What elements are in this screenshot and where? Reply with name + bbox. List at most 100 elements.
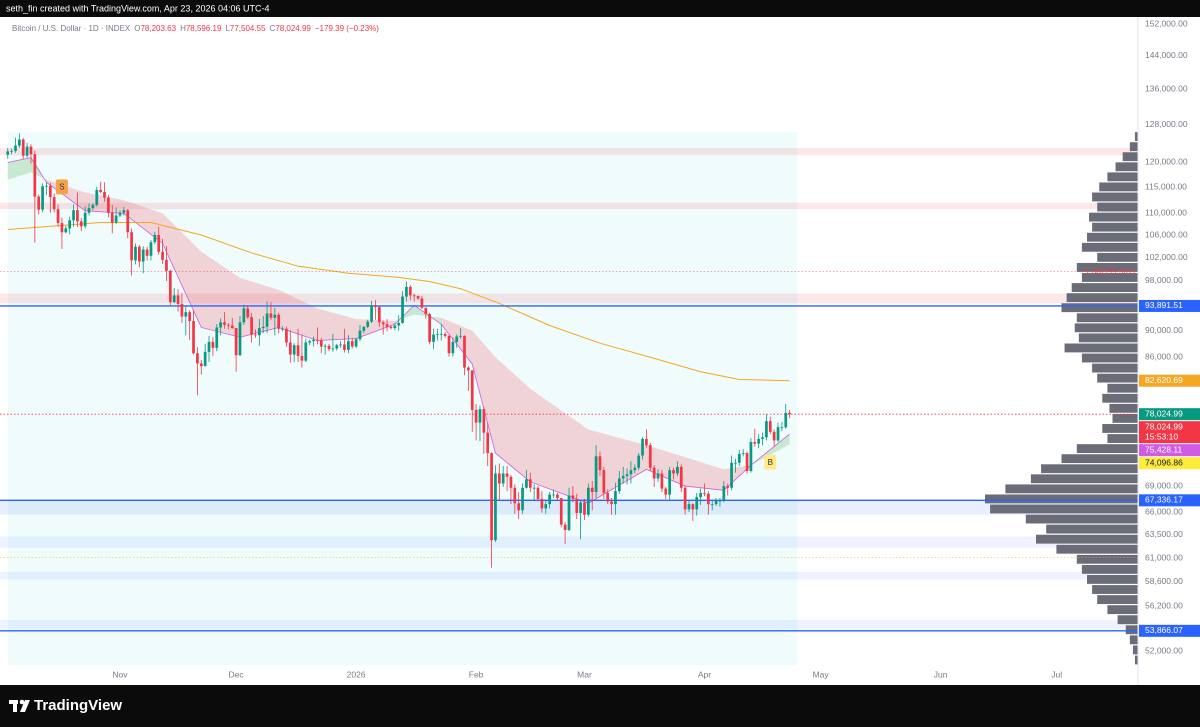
candle-body: [79, 221, 83, 227]
y-tick-label: 136,000.00: [1145, 84, 1188, 94]
candle-body: [683, 487, 687, 510]
ribbon-segment: [7, 157, 31, 180]
candle-body: [219, 322, 222, 328]
candle-body: [41, 186, 44, 210]
candle-body: [68, 220, 72, 229]
candle-body: [586, 487, 590, 515]
volume-profile-bar: [1076, 313, 1138, 323]
price-label-box: [1139, 624, 1200, 637]
ribbon-segment: [201, 251, 240, 338]
candle-body: [501, 473, 505, 484]
candle-body: [559, 498, 563, 525]
candle-body: [424, 307, 428, 315]
candle-body: [10, 150, 13, 152]
candle-body: [602, 470, 606, 493]
candle-body: [269, 313, 273, 318]
price-label: 93,891.51: [1145, 300, 1183, 310]
candle-body: [443, 333, 447, 336]
candle-body: [679, 466, 683, 488]
ribbon-segment: [278, 289, 318, 341]
signal-label: S: [59, 182, 64, 191]
y-tick-label: 98,000.00: [1145, 275, 1183, 285]
legend-key: C: [270, 24, 276, 33]
volume-profile-bar: [1046, 524, 1138, 534]
candle-body: [304, 342, 308, 361]
candle-body: [401, 296, 404, 323]
price-label-box: [1139, 457, 1200, 470]
candle-body: [76, 210, 79, 222]
price-label: 67,336.17: [1145, 495, 1183, 505]
zone: [0, 536, 1138, 548]
moving-average: [7, 221, 790, 382]
candle-body: [99, 189, 102, 192]
candle-body: [257, 328, 261, 336]
candle-body: [726, 486, 730, 488]
candle-body: [691, 504, 695, 510]
bottom-bar: [0, 685, 1200, 727]
candle-body: [366, 321, 370, 327]
x-tick-label: Apr: [698, 669, 711, 679]
candle-body: [95, 189, 99, 205]
volume-profile-bar: [1112, 413, 1138, 423]
brand-logo: [9, 699, 30, 712]
candle-body: [641, 438, 644, 456]
candle-body: [292, 345, 296, 355]
candle-body: [21, 139, 25, 156]
volume-profile-bar: [1041, 464, 1138, 474]
candle-body: [37, 196, 41, 210]
y-tick-label: 152,000.00: [1145, 19, 1188, 29]
candle-body: [594, 456, 598, 493]
candle-body: [722, 486, 726, 501]
candle-body: [246, 308, 250, 318]
signal-label: B: [768, 458, 773, 467]
volume-profile-bar: [1107, 383, 1138, 393]
price-label-box: [1139, 299, 1200, 312]
candle-body: [397, 322, 401, 326]
candle-body: [575, 498, 579, 513]
volume-profile-bar: [985, 494, 1138, 504]
y-tick-label: 110,000.00: [1145, 208, 1187, 218]
candle-body: [753, 441, 757, 444]
candle-body: [672, 470, 675, 474]
legend-value: 77,504.55: [230, 24, 266, 33]
volume-profile-bar: [1109, 403, 1138, 413]
candle-body: [196, 353, 199, 364]
x-tick-label: May: [813, 669, 830, 679]
candle-body: [118, 212, 122, 216]
candle-body: [590, 487, 594, 493]
candle-body: [648, 445, 652, 468]
candle-body: [579, 502, 582, 513]
candle-body: [134, 246, 137, 261]
candle-body: [122, 210, 126, 213]
candle-body: [737, 453, 741, 463]
candle-body: [745, 453, 749, 471]
candle-body: [316, 339, 319, 341]
volume-profile-bar: [1074, 323, 1138, 333]
candle-body: [17, 139, 21, 146]
candle-body: [459, 335, 462, 337]
candle-body: [107, 197, 110, 213]
legend: Bitcoin / U.S. Dollar · 1D · INDEX O78,20…: [12, 24, 379, 33]
candle-body: [6, 151, 10, 155]
candle-body: [126, 210, 130, 233]
candle-body: [614, 491, 617, 505]
candle-body: [703, 492, 706, 494]
x-tick-label: Nov: [112, 669, 128, 679]
candle-body: [335, 345, 339, 349]
ribbon-segment: [414, 305, 442, 325]
candle-body: [347, 341, 350, 350]
candle-body: [455, 336, 459, 342]
volume-profile-bar: [1087, 232, 1138, 242]
candle-body: [161, 251, 164, 260]
candle-body: [277, 314, 281, 329]
candle-body: [172, 295, 176, 303]
candle-body: [389, 326, 393, 329]
volume-profile-bar: [1087, 575, 1138, 584]
candle-body: [412, 295, 416, 297]
volume-profile-bar: [1071, 283, 1138, 292]
candle-body: [436, 333, 439, 335]
volume-profile-bar: [1129, 142, 1138, 152]
candle-body: [532, 487, 536, 489]
ribbon-segment: [239, 277, 279, 338]
